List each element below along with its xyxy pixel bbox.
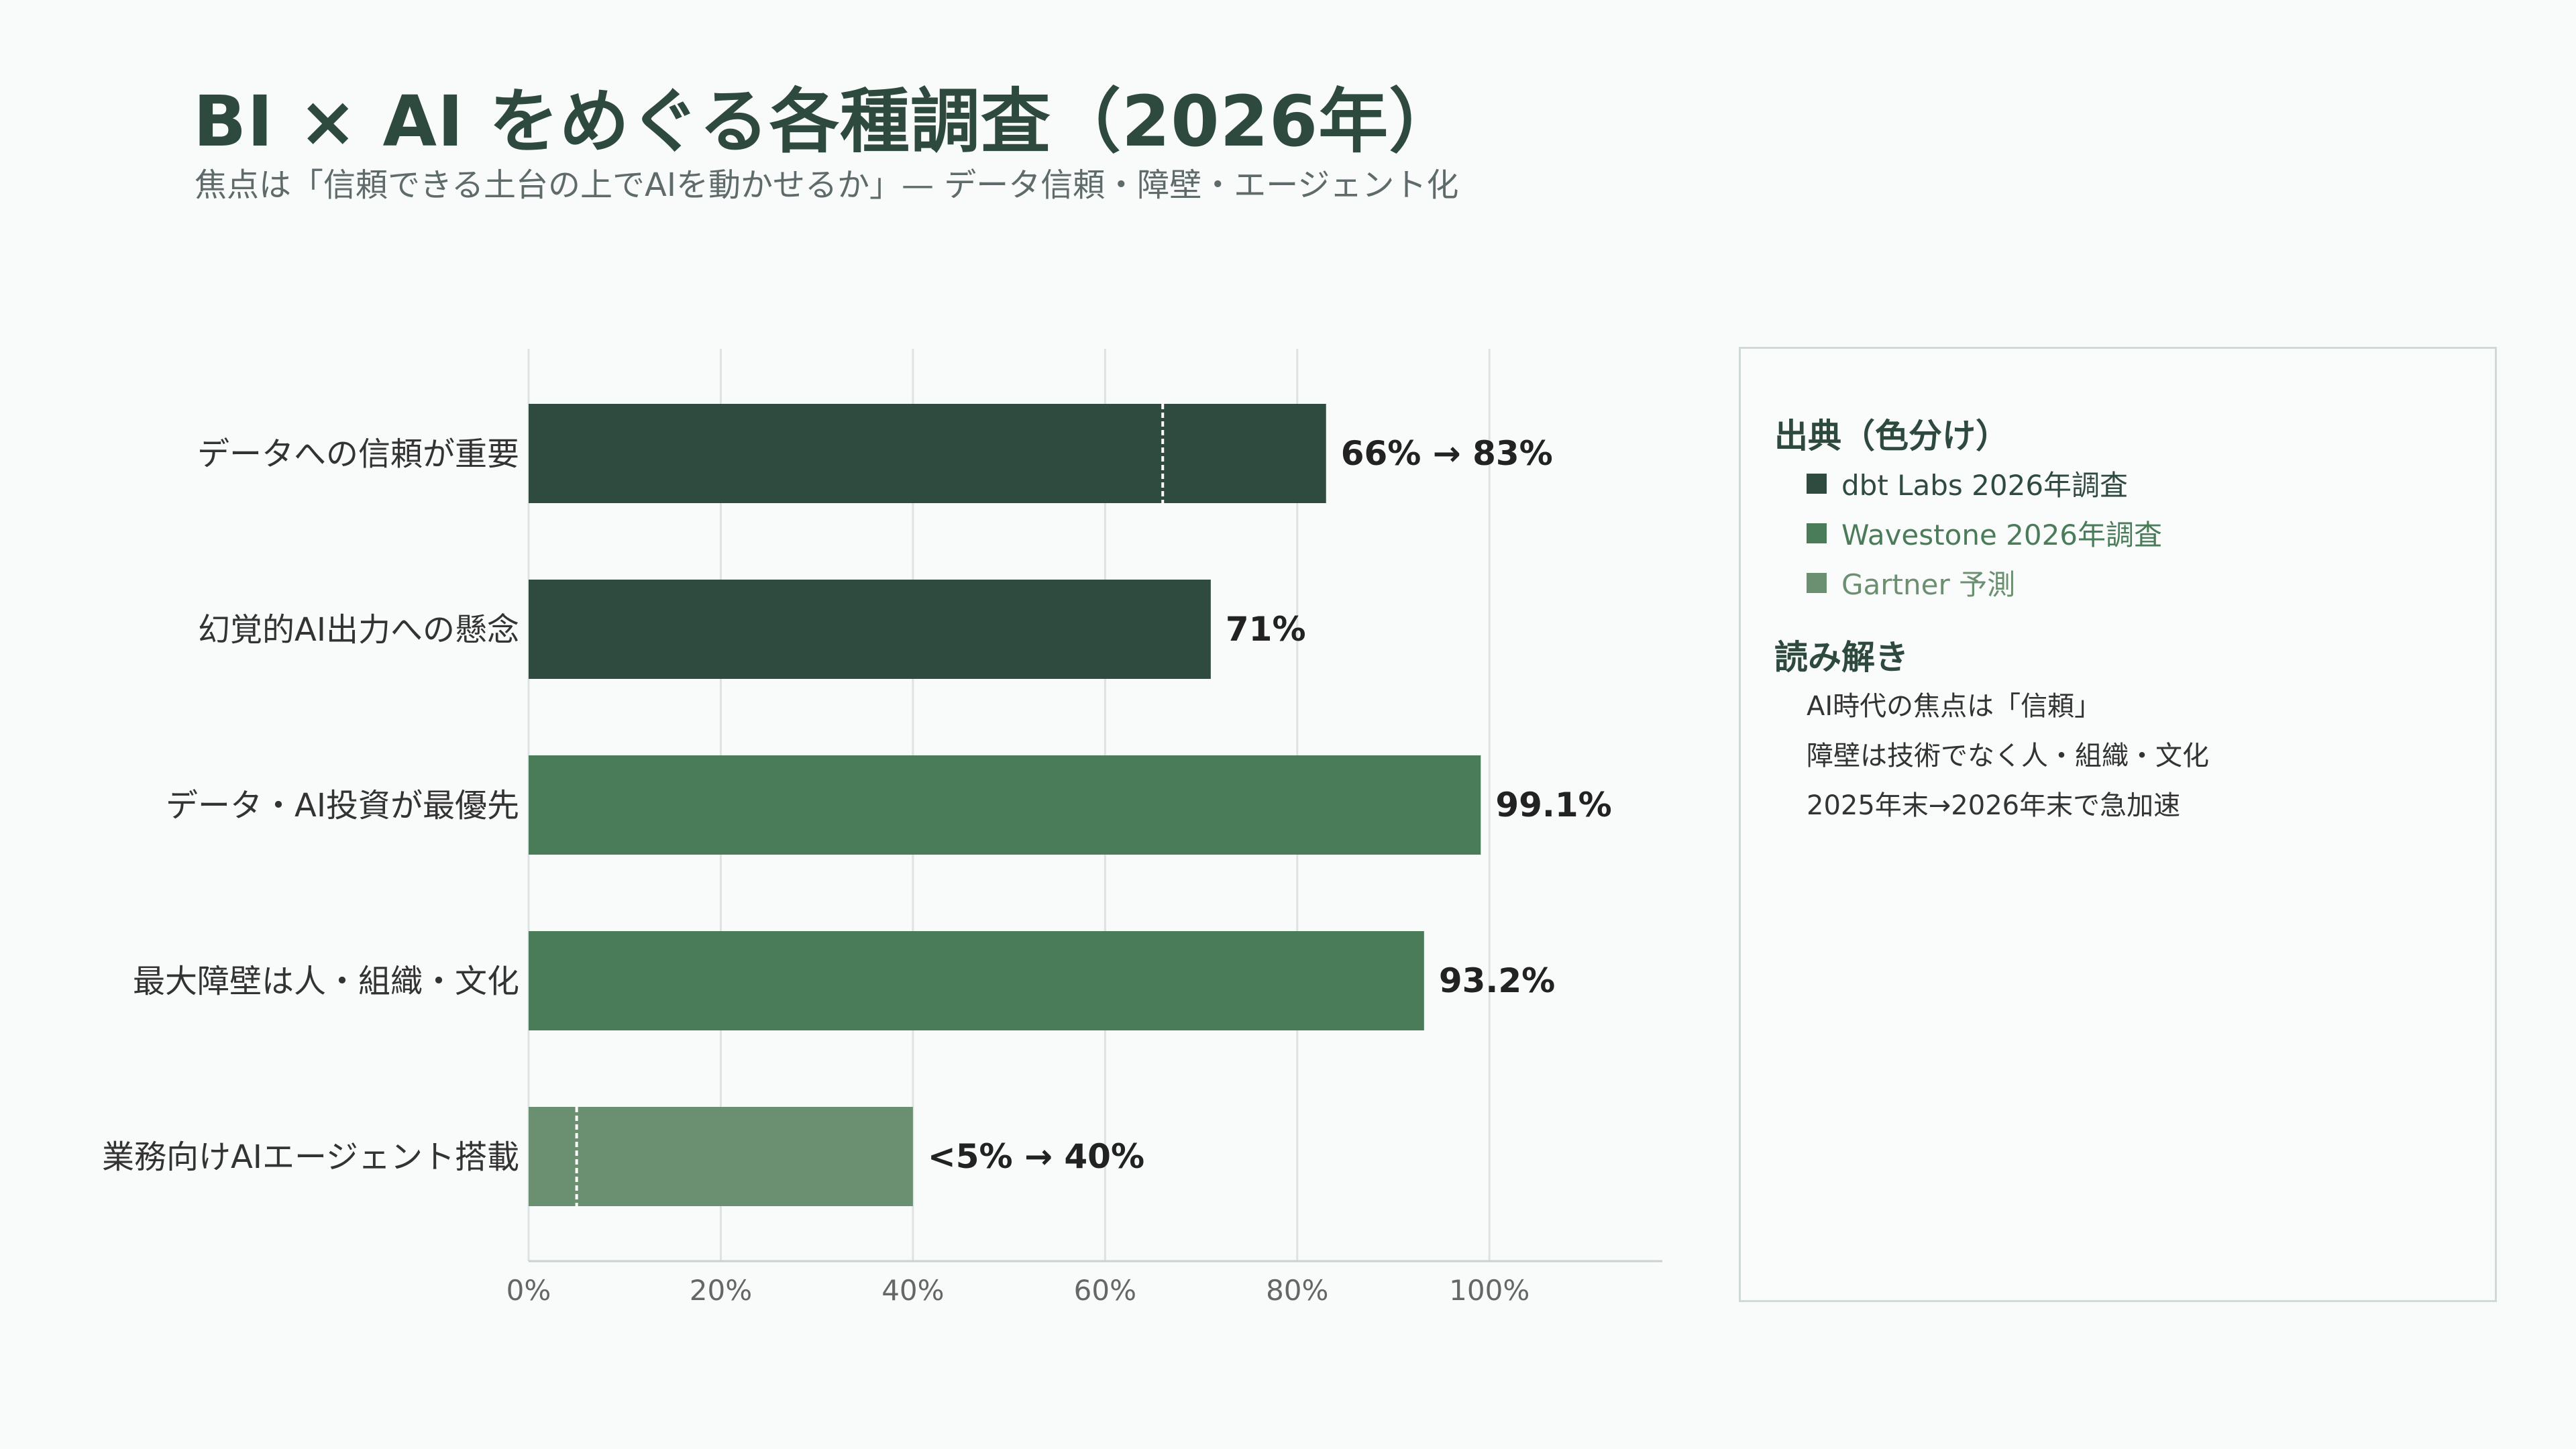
labels: 0% 20% 40% 60% 80% 100% データへの信頼が重要 66% → 83% 幻覚的… [102, 434, 1612, 1307]
bar-chart: 0% 20% 40% 60% 80% 100% データへの信頼が重要 66% → 83% 幻覚的… [102, 349, 1662, 1307]
category-label: 幻覚的AI出力への懸念 [198, 611, 519, 649]
category-label: 業務向けAIエージェント搭載 [102, 1138, 519, 1176]
value-label: 93.2% [1439, 961, 1555, 1000]
x-tick-label: 40% [881, 1274, 944, 1307]
page-title: BI × AI をめぐる各種調査（2026年） [193, 80, 1460, 162]
legend-swatch-dbt [1807, 473, 1827, 494]
category-label: 最大障壁は人・組織・文化 [133, 963, 519, 1000]
legend-swatch-gartner [1807, 572, 1827, 593]
category-label: データへの信頼が重要 [197, 435, 519, 473]
info-panel: 出典（色分け） dbt Labs 2026年調査 Wavestone 2026年… [1739, 347, 2497, 1302]
bars [529, 404, 1481, 1206]
legend-item-gartner: Gartner 予測 [1807, 562, 2015, 603]
value-label: 71% [1226, 610, 1306, 649]
bar [529, 580, 1211, 679]
note-item: AI時代の焦点は「信頼」 [1807, 691, 2102, 722]
legend-label: Wavestone 2026年調査 [1841, 519, 2163, 551]
bar [529, 755, 1481, 855]
x-tick-label: 60% [1074, 1274, 1136, 1307]
x-tick-label: 0% [506, 1274, 551, 1307]
legend-label: Gartner 予測 [1841, 568, 2016, 601]
value-label: 66% → 83% [1341, 434, 1553, 473]
x-tick-label: 80% [1266, 1274, 1328, 1307]
page-subtitle: 焦点は「信頼できる土台の上でAIを動かせるか」— データ信頼・障壁・エージェント… [195, 166, 1459, 204]
legend-item-wavestone: Wavestone 2026年調査 [1807, 513, 2162, 553]
category-label: データ・AI投資が最優先 [166, 787, 519, 824]
legend-heading: 出典（色分け） [1774, 417, 2009, 455]
value-label: 99.1% [1495, 786, 1611, 824]
notes-heading: 読み解き [1774, 638, 1909, 677]
note-item: 2025年末→2026年末で急加速 [1807, 790, 2181, 821]
value-label: <5% → 40% [928, 1137, 1144, 1176]
note-item: 障壁は技術でなく人・組織・文化 [1807, 741, 2209, 771]
bar [529, 404, 1326, 503]
legend-label: dbt Labs 2026年調査 [1841, 469, 2129, 502]
legend-item-dbt: dbt Labs 2026年調査 [1807, 463, 2128, 504]
x-tick-label: 100% [1449, 1274, 1529, 1307]
bar [529, 931, 1424, 1030]
bar [529, 1107, 913, 1206]
legend-swatch-wavestone [1807, 523, 1827, 543]
x-tick-label: 20% [690, 1274, 752, 1307]
